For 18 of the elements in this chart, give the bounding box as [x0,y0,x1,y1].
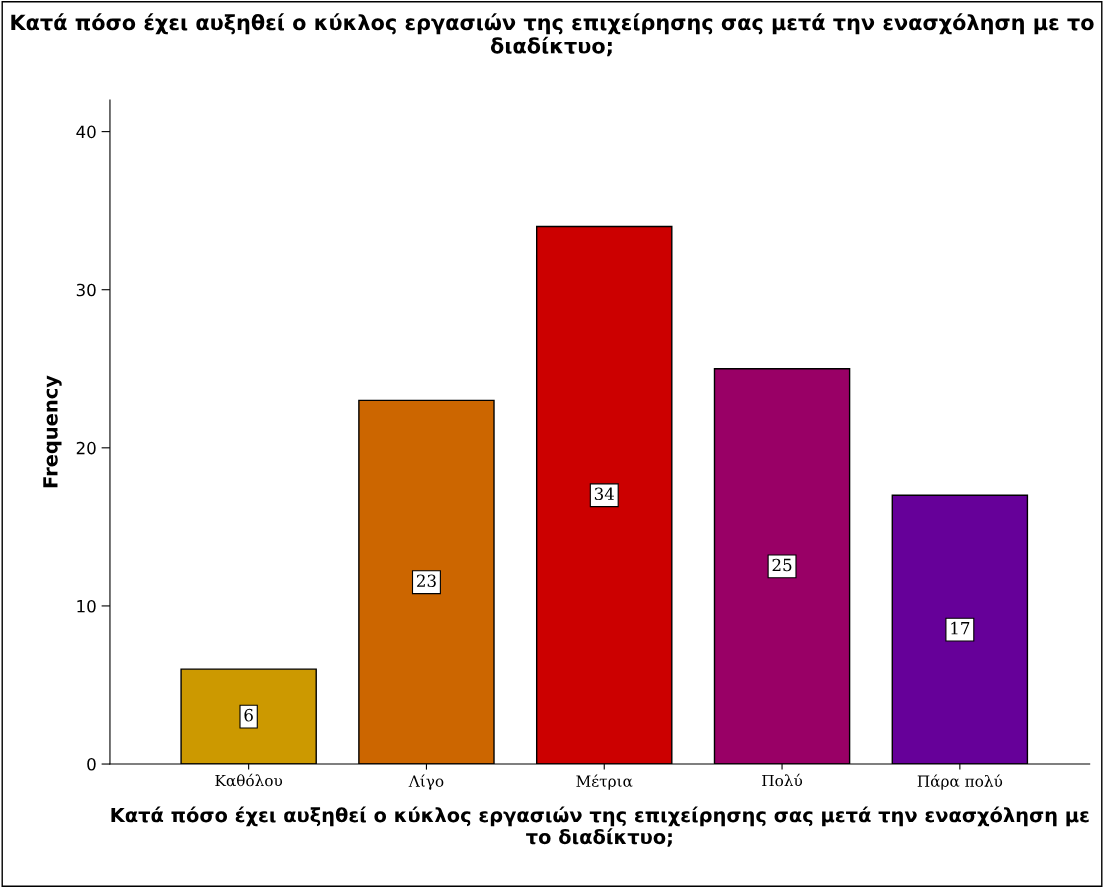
x-tick-label: Λίγο [408,774,444,790]
x-axis-title: Κατά πόσο έχει αυξηθεί ο κύκλος εργασιών της επιχείρησης σας μετά την ενασχόληση με το διαδίκτυο; [111,806,1089,847]
data-label: 17 [951,621,970,635]
x-tick-label: Πολύ [762,773,803,787]
y-tick-label: 20 [76,441,96,455]
data-label: 34 [594,487,615,501]
y-axis-title: Frequency [43,375,62,488]
x-tick-label: Πάρα πολύ [917,774,1003,790]
x-tick-label: Μέτρια [576,774,633,790]
data-label: 25 [772,558,792,572]
data-label: 23 [416,574,436,588]
x-tick-label: Καθόλου [215,773,283,787]
y-tick-label: 40 [76,125,96,139]
y-tick-label: 10 [77,599,96,613]
data-label: 6 [244,708,253,722]
chart-title: Κατά πόσο έχει αυξηθεί ο κύκλος εργασιών της επιχείρησης σας μετά την ενασχόληση με το διαδίκτυο; [11,13,1094,57]
y-tick-label: 0 [87,758,96,771]
y-tick-label: 30 [76,283,96,297]
